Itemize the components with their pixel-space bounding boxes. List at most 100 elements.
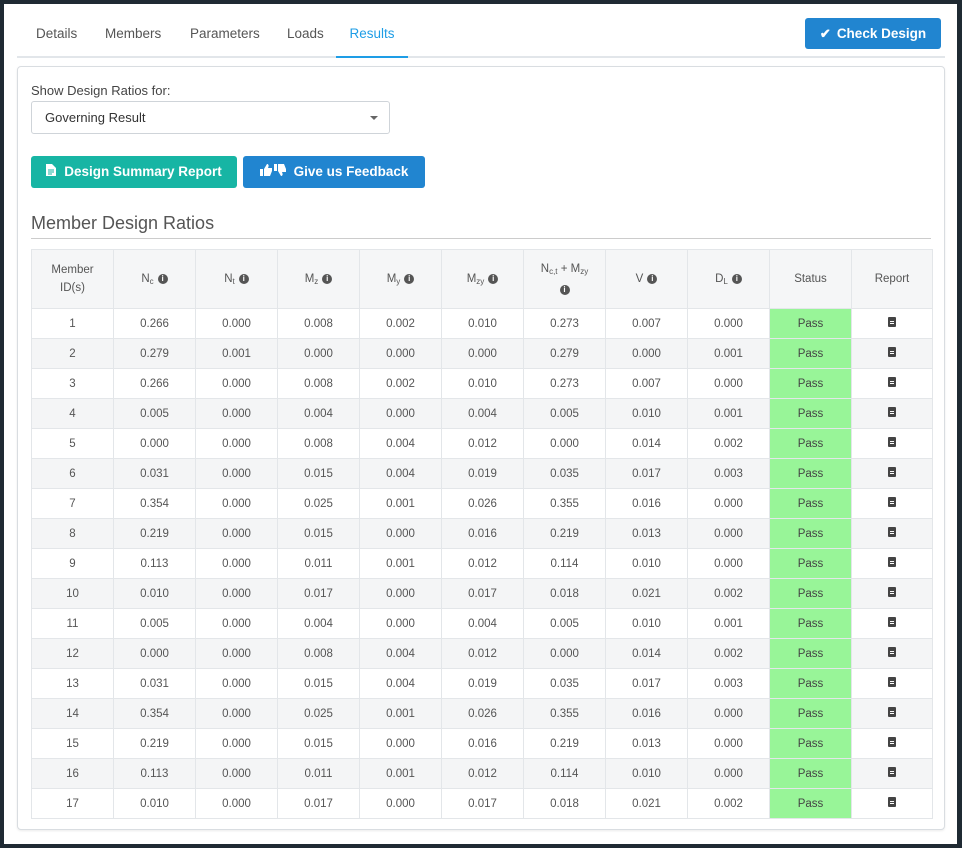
tab-details[interactable]: Details (36, 26, 78, 41)
info-icon[interactable]: i (647, 274, 658, 284)
cell-mzy: 0.017 (441, 578, 524, 609)
info-icon[interactable]: i (322, 273, 333, 284)
cell-report (851, 638, 933, 669)
cell-dl: 0.002 (687, 428, 770, 459)
cell-mzy: 0.016 (441, 728, 524, 759)
tab-members[interactable]: Members (105, 26, 162, 41)
cell-my: 0.000 (359, 338, 442, 369)
cell-nt: 0.000 (195, 488, 278, 519)
cell-mzy: 0.026 (441, 698, 524, 729)
info-icon[interactable]: i (404, 273, 415, 284)
cell-dl: 0.002 (687, 638, 770, 669)
cell-nct-mzy: 0.219 (523, 518, 606, 549)
tab-results[interactable]: Results (336, 18, 408, 58)
info-icon[interactable]: i (157, 273, 168, 284)
cell-nc: 0.113 (113, 758, 196, 789)
cell-status: Pass (769, 788, 852, 819)
cell-nct-mzy: 0.005 (523, 398, 606, 429)
report-document-icon[interactable] (888, 617, 896, 627)
cell-my: 0.001 (359, 488, 442, 519)
report-document-icon[interactable] (888, 767, 896, 777)
cell-nc: 0.354 (113, 488, 196, 519)
cell-status: Pass (769, 518, 852, 549)
cell-status: Pass (769, 398, 852, 429)
tab-loads[interactable]: Loads (287, 26, 324, 41)
cell-dl: 0.000 (687, 728, 770, 759)
check-design-button[interactable]: ✔ Check Design (805, 18, 941, 49)
cell-mz: 0.011 (277, 548, 360, 579)
cell-nct-mzy: 0.018 (523, 578, 606, 609)
ratios-select[interactable]: Governing Result (31, 101, 390, 134)
cell-mz: 0.015 (277, 518, 360, 549)
report-document-icon[interactable] (888, 497, 896, 507)
cell-dl: 0.001 (687, 608, 770, 639)
cell-my: 0.004 (359, 668, 442, 699)
report-document-icon[interactable] (888, 587, 896, 597)
report-document-icon[interactable] (888, 437, 896, 447)
cell-report (851, 308, 933, 339)
cell-status: Pass (769, 368, 852, 399)
cell-nc: 0.266 (113, 368, 196, 399)
cell-report (851, 398, 933, 429)
cell-nct-mzy: 0.355 (523, 488, 606, 519)
cell-nct-mzy: 0.273 (523, 368, 606, 399)
report-document-icon[interactable] (888, 647, 896, 657)
cell-id: 17 (31, 788, 114, 819)
cell-mz: 0.004 (277, 608, 360, 639)
report-document-icon[interactable] (888, 347, 896, 357)
table-row: 6 0.031 0.000 0.015 0.004 0.019 0.035 0.017 0.00… (31, 458, 933, 489)
cell-nc: 0.000 (113, 638, 196, 669)
cell-nct-mzy: 0.000 (523, 638, 606, 669)
cell-report (851, 458, 933, 489)
cell-v: 0.016 (605, 698, 688, 729)
cell-mz: 0.008 (277, 308, 360, 339)
info-icon[interactable]: i (559, 284, 570, 295)
cell-id: 10 (31, 578, 114, 609)
report-document-icon[interactable] (888, 707, 896, 717)
report-document-icon[interactable] (888, 407, 896, 417)
report-document-icon[interactable] (888, 467, 896, 477)
cell-my: 0.004 (359, 458, 442, 489)
table-header-row: Member ID(s) Nc i Nt i Mz i My i Mzy i Nc,t +… (31, 249, 933, 309)
info-icon[interactable]: i (488, 273, 499, 284)
cell-report (851, 488, 933, 519)
cell-status: Pass (769, 698, 852, 729)
cell-mzy: 0.004 (441, 398, 524, 429)
table-row: 3 0.266 0.000 0.008 0.002 0.010 0.273 0.007 0.00… (31, 368, 933, 399)
cell-mz: 0.011 (277, 758, 360, 789)
table-row: 16 0.113 0.000 0.011 0.001 0.012 0.114 0.010 0.0… (31, 758, 933, 789)
cell-nt: 0.000 (195, 758, 278, 789)
table-row: 4 0.005 0.000 0.004 0.000 0.004 0.005 0.010 0.00… (31, 398, 933, 429)
cell-id: 8 (31, 518, 114, 549)
report-document-icon[interactable] (888, 737, 896, 747)
cell-nc: 0.031 (113, 668, 196, 699)
cell-status: Pass (769, 308, 852, 339)
cell-nc: 0.000 (113, 428, 196, 459)
tab-parameters[interactable]: Parameters (190, 26, 260, 41)
cell-mzy: 0.012 (441, 548, 524, 579)
cell-nct-mzy: 0.018 (523, 788, 606, 819)
design-summary-report-button[interactable]: Design Summary Report (31, 156, 237, 188)
table-row: 17 0.010 0.000 0.017 0.000 0.017 0.018 0.021 0.0… (31, 788, 933, 819)
cell-dl: 0.002 (687, 788, 770, 819)
info-icon[interactable]: i (238, 273, 249, 284)
table-row: 9 0.113 0.000 0.011 0.001 0.012 0.114 0.010 0.00… (31, 548, 933, 579)
report-document-icon[interactable] (888, 797, 896, 807)
cell-nt: 0.000 (195, 638, 278, 669)
check-design-label: Check Design (836, 26, 927, 41)
cell-mzy: 0.010 (441, 368, 524, 399)
report-document-icon[interactable] (888, 677, 896, 687)
give-feedback-button[interactable]: Give us Feedback (243, 156, 425, 188)
cell-nct-mzy: 0.273 (523, 308, 606, 339)
info-icon[interactable]: i (731, 273, 742, 284)
cell-nc: 0.031 (113, 458, 196, 489)
cell-status: Pass (769, 728, 852, 759)
report-document-icon[interactable] (888, 557, 896, 567)
report-document-icon[interactable] (888, 527, 896, 537)
cell-nt: 0.000 (195, 668, 278, 699)
cell-status: Pass (769, 608, 852, 639)
report-document-icon[interactable] (888, 377, 896, 387)
cell-id: 5 (31, 428, 114, 459)
cell-mz: 0.008 (277, 428, 360, 459)
report-document-icon[interactable] (888, 317, 896, 327)
